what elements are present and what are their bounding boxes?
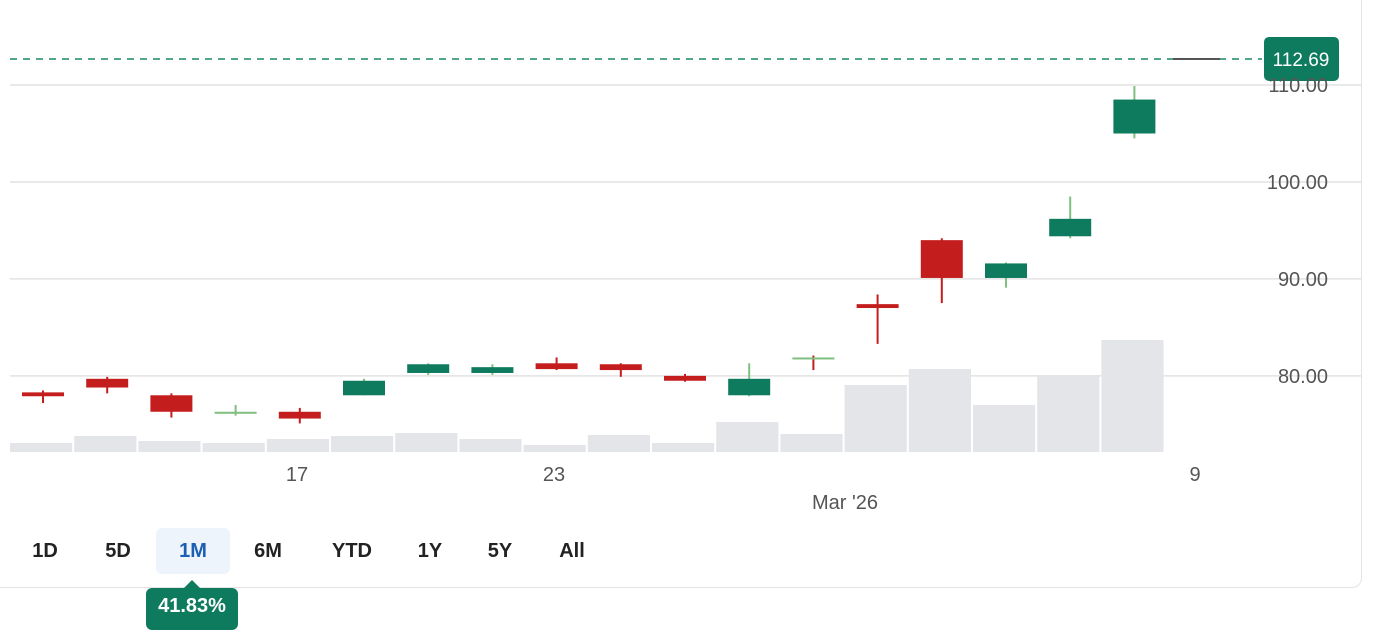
candle[interactable]: [407, 363, 450, 375]
volume-layer: [10, 340, 1164, 452]
candle[interactable]: [150, 393, 193, 418]
price-layer: 112.69: [10, 36, 1339, 81]
last-price-label: 112.69: [1273, 50, 1330, 71]
candle-body: [471, 367, 514, 373]
candle-body: [150, 395, 193, 412]
candle-body: [599, 364, 642, 371]
candle[interactable]: [664, 373, 706, 382]
volume-bar: [202, 443, 265, 452]
candle[interactable]: [1049, 196, 1092, 239]
volume-bar: [780, 434, 843, 452]
volume-bar: [973, 405, 1036, 452]
candle[interactable]: [471, 364, 514, 375]
y-tick-label: 90.00: [1278, 269, 1328, 291]
candle-body: [1113, 99, 1156, 134]
candle[interactable]: [599, 363, 642, 377]
candle-body: [343, 380, 385, 396]
candlestick-chart[interactable]: 112.69 80.00 90.00 100.00 110.00 17 23 9 Mar '2…: [0, 0, 1361, 520]
candle[interactable]: [86, 376, 129, 394]
range-tab-1d[interactable]: 1D: [32, 540, 58, 562]
candle-body: [920, 240, 963, 278]
volume-bar: [844, 385, 907, 452]
candle-body: [86, 378, 129, 388]
y-tick-label: 80.00: [1278, 366, 1328, 388]
candle-body: [535, 363, 578, 370]
candle[interactable]: [856, 294, 899, 344]
y-tick-label: 110.00: [1268, 75, 1328, 97]
candle[interactable]: [985, 262, 1027, 288]
candle[interactable]: [278, 407, 321, 424]
volume-bar: [1037, 375, 1100, 452]
candle-body: [22, 392, 64, 397]
last-price-tag: [1264, 36, 1339, 81]
grid-layer: [10, 84, 1361, 377]
range-tab-ytd[interactable]: YTD: [332, 540, 372, 562]
range-tab-all[interactable]: All: [559, 540, 585, 562]
candle-body: [728, 378, 771, 396]
x-tick-label: 23: [543, 464, 565, 486]
volume-bar: [908, 369, 971, 452]
x-tick-label: 9: [1189, 464, 1200, 486]
volume-bar: [138, 441, 201, 452]
candle[interactable]: [1113, 85, 1156, 139]
candle[interactable]: [920, 238, 963, 304]
volume-bar: [1101, 340, 1164, 452]
candle-layer: [22, 85, 1156, 424]
x-tick-label: 17: [286, 464, 308, 486]
range-tab-6m[interactable]: 6M: [254, 540, 282, 562]
range-tab-1m[interactable]: 1M: [156, 528, 230, 574]
axis-layer: 80.00 90.00 100.00 110.00 17 23 9 Mar '26: [286, 75, 1328, 514]
candle-body: [1049, 218, 1092, 237]
volume-bar: [459, 439, 522, 452]
candle-body: [214, 411, 257, 414]
candle-body: [985, 263, 1027, 278]
candle[interactable]: [22, 390, 64, 404]
candle[interactable]: [728, 363, 771, 397]
x-month-label: Mar '26: [812, 492, 878, 514]
candle-body: [278, 411, 321, 419]
range-selector: 1D 5D 1M 6M YTD 1Y 5Y All: [10, 528, 606, 574]
range-tab-5y[interactable]: 5Y: [487, 540, 513, 562]
volume-bar: [523, 445, 586, 452]
candle-body: [407, 364, 450, 373]
candle-body: [664, 375, 706, 381]
volume-bar: [74, 436, 137, 452]
range-tab-1y[interactable]: 1Y: [417, 540, 443, 562]
volume-bar: [395, 433, 458, 452]
chart-card: 112.69 80.00 90.00 100.00 110.00 17 23 9 Mar '2…: [0, 0, 1362, 588]
volume-bar: [652, 443, 715, 452]
candle[interactable]: [792, 355, 835, 371]
volume-bar: [716, 422, 779, 452]
change-badge: 41.83%: [146, 580, 238, 630]
candle[interactable]: [214, 404, 257, 416]
volume-bar: [10, 443, 73, 452]
candle-body: [856, 304, 899, 309]
volume-bar: [587, 435, 650, 452]
candle-body: [792, 357, 835, 360]
range-tab-5d[interactable]: 5D: [105, 540, 131, 562]
y-tick-label: 100.00: [1267, 172, 1328, 194]
candle[interactable]: [343, 378, 385, 396]
candle[interactable]: [535, 357, 578, 371]
volume-bar: [266, 439, 329, 452]
volume-bar: [331, 436, 394, 452]
